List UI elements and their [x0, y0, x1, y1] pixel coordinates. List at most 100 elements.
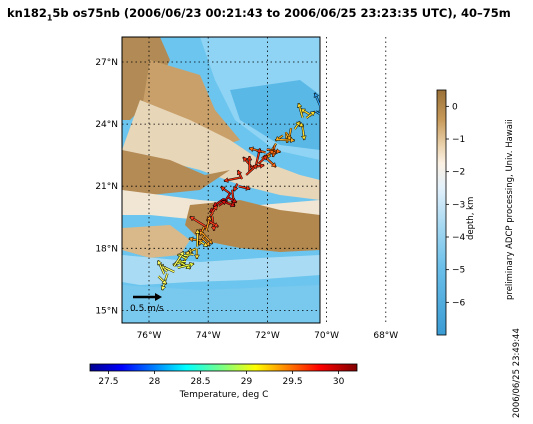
vector-head: [213, 222, 219, 228]
vector-shaft: [340, 79, 346, 92]
vector-head: [300, 135, 307, 141]
graticule: [122, 37, 387, 323]
figure-title: kn18215b os75nb (2006/06/23 00:21:43 to …: [7, 6, 511, 22]
vector-head: [245, 185, 251, 191]
vector-head: [206, 215, 212, 221]
lat-tick-label: 27°N: [95, 58, 118, 68]
temp-tick-label: 28.5: [190, 377, 210, 387]
vector-outline: [388, 69, 391, 84]
vector-shaft: [342, 90, 350, 93]
vector-outline: [394, 68, 409, 76]
vector-head: [325, 110, 329, 115]
vector-shaft: [359, 83, 369, 86]
title-part1: kn182: [7, 6, 47, 20]
vector-head: [262, 155, 268, 161]
vector-outline: [362, 84, 377, 92]
vector-shaft: [331, 89, 342, 103]
vector-outline: [379, 66, 395, 73]
vector-head: [335, 95, 340, 100]
temp-tick-label: 29.5: [283, 377, 303, 387]
vector-shaft: [388, 69, 391, 84]
vector-head: [231, 197, 238, 203]
vector-shaft: [379, 66, 395, 73]
vector-shaft: [317, 111, 320, 113]
vector-head: [233, 186, 239, 192]
vector-outline: [359, 83, 369, 86]
vector-head: [391, 65, 396, 70]
lat-tick-label: 21°N: [95, 182, 118, 192]
vector-head: [193, 254, 200, 260]
vector-shaft: [315, 110, 320, 115]
vector-outline: [335, 94, 347, 99]
vector-outline: [348, 89, 358, 91]
current-vectors: [156, 65, 409, 291]
vector-head: [194, 228, 201, 234]
depth-tick-label: −3: [452, 200, 465, 210]
vector-head: [380, 72, 385, 77]
temperature-colorbar-label: Temperature, deg C: [179, 390, 269, 400]
bathymetry-map: [122, 37, 320, 323]
vector-outline: [357, 74, 358, 89]
vector-head: [296, 102, 303, 108]
vector-head: [373, 66, 378, 71]
vector-head: [248, 146, 254, 153]
vector-shaft: [335, 94, 347, 99]
temp-tick-label: 28: [149, 377, 161, 387]
latitude-labels: 27°N 24°N 21°N 18°N 15°N: [95, 58, 118, 316]
temperature-colorbar-ticks: 27.5 28 28.5 29 29.5 30: [98, 371, 345, 387]
map-frame: [121, 36, 321, 324]
title-subscript: 1: [46, 13, 53, 23]
temp-tick-label: 29: [241, 377, 253, 387]
vector-head: [220, 186, 226, 192]
vector-head: [355, 74, 360, 78]
vector-head: [223, 177, 229, 183]
lon-tick-label: 68°W: [373, 331, 398, 341]
vector-outline: [342, 90, 350, 93]
vector-head: [359, 83, 364, 88]
vector-shaft: [398, 66, 406, 73]
depth-tick-label: 0: [452, 102, 458, 112]
lon-tick-label: 70°W: [314, 331, 339, 341]
vector-head: [185, 263, 191, 269]
processing-credit: preliminary ADCP processing, Univ. Hawai…: [505, 119, 515, 300]
vector-head: [189, 216, 196, 222]
depth-colorbar-label: depth, km: [466, 196, 476, 240]
vector-head: [252, 164, 258, 170]
vector-outline: [398, 66, 406, 73]
vector-shaft: [357, 74, 358, 89]
title-part2: 5b os75nb (2006/06/23 00:21:43 to 2006/0…: [52, 6, 511, 20]
vector-head: [339, 79, 344, 84]
vector-head: [212, 205, 218, 211]
depth-tick-label: −4: [452, 233, 466, 243]
temp-tick-label: 27.5: [98, 377, 118, 387]
vector-outline: [340, 79, 346, 92]
vector-head: [328, 99, 333, 104]
vector-head: [338, 89, 342, 94]
vector-head: [229, 201, 236, 208]
vector-head: [161, 279, 167, 285]
vector-head: [378, 67, 382, 72]
timestamp: 2006/06/25 23:49:44: [512, 328, 522, 418]
depth-colorbar-ticks: 0 −1 −2 −3 −4 −5 −6: [446, 102, 466, 308]
scale-arrow: [133, 293, 162, 301]
vector-head: [373, 88, 378, 92]
vector-head: [259, 163, 265, 169]
depth-tick-label: −5: [452, 266, 465, 276]
vector-outline: [331, 89, 342, 103]
vector-head: [309, 111, 316, 117]
vector-head: [404, 72, 409, 76]
vector-head: [242, 156, 249, 163]
vector-head: [220, 200, 227, 206]
vector-shaft: [367, 82, 376, 95]
lon-tick-label: 72°W: [255, 331, 280, 341]
vector-shaft: [368, 69, 373, 79]
vector-head: [188, 236, 194, 243]
vector-head: [178, 251, 185, 257]
vector-shaft: [394, 68, 409, 76]
vector-head: [342, 89, 347, 94]
vector-head: [290, 137, 296, 144]
vector-head: [236, 169, 243, 176]
longitude-labels: 76°W 74°W 72°W 70°W 68°W: [137, 331, 399, 341]
temp-tick-label: 30: [333, 377, 345, 387]
vector-head: [270, 162, 277, 168]
